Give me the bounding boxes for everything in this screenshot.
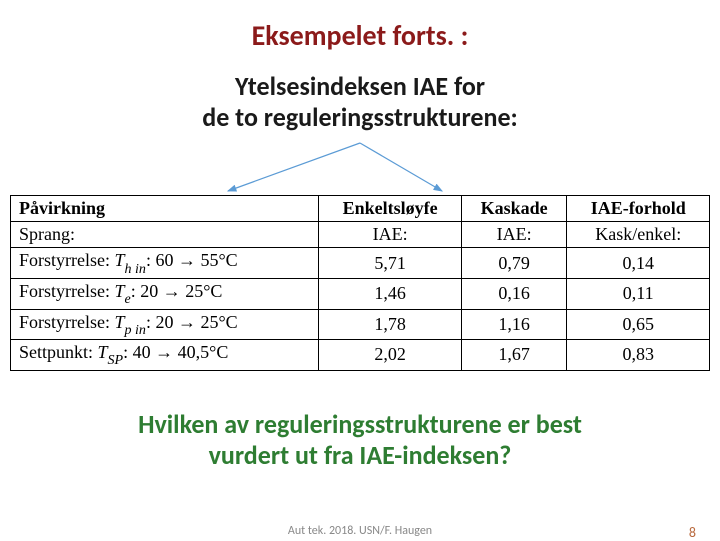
cell-kaskade: 1,67 [461,340,567,371]
arrows-diagram [110,139,610,195]
cell-pavirkning: Forstyrrelse: Tp in: 20 → 25°C [11,309,319,340]
cell-kaskade: 0,16 [461,278,567,309]
col-header-enkeltsloyfe: Enkeltsløyfe [319,196,462,222]
table-row: Forstyrrelse: Te: 20 → 25°C1,460,160,11 [11,278,710,309]
table-subheader-row: Sprang: IAE: IAE: Kask/enkel: [11,222,710,248]
cell-enkeltsloyfe: 1,46 [319,278,462,309]
cell-ratio: 0,65 [567,309,710,340]
table-row: Settpunkt: TSP: 40 → 40,5°C2,021,670,83 [11,340,710,371]
cell-ratio: 0,11 [567,278,710,309]
cell-enkeltsloyfe: 5,71 [319,248,462,279]
cell-pavirkning: Forstyrrelse: Te: 20 → 25°C [11,278,319,309]
arrow-right [360,143,442,191]
subheader-iae-1: IAE: [319,222,462,248]
cell-ratio: 0,14 [567,248,710,279]
subtitle-line-1: Ytelsesindeksen IAE for [235,70,485,102]
cell-pavirkning: Settpunkt: TSP: 40 → 40,5°C [11,340,319,371]
footer-text: Aut tek. 2018. USN/F. Haugen [288,524,432,538]
subheader-sprang: Sprang: [11,222,319,248]
table-row: Forstyrrelse: Th in: 60 → 55°C5,710,790,… [11,248,710,279]
cell-ratio: 0,83 [567,340,710,371]
cell-enkeltsloyfe: 1,78 [319,309,462,340]
page-number: 8 [689,524,696,541]
table-header-row: Påvirkning Enkeltsløyfe Kaskade IAE-forh… [11,196,710,222]
question-text: Hvilken av reguleringsstrukturene er bes… [138,409,582,471]
iae-table: Påvirkning Enkeltsløyfe Kaskade IAE-forh… [10,195,710,370]
col-header-iae-forhold: IAE-forhold [567,196,710,222]
col-header-kaskade: Kaskade [461,196,567,222]
table-body: Forstyrrelse: Th in: 60 → 55°C5,710,790,… [11,248,710,370]
question-line-2: vurdert ut fra IAE-indeksen? [209,439,512,471]
question-line-1: Hvilken av reguleringsstrukturene er bes… [138,408,582,440]
cell-enkeltsloyfe: 2,02 [319,340,462,371]
slide-title: Eksempelet forts. : [252,18,469,53]
cell-pavirkning: Forstyrrelse: Th in: 60 → 55°C [11,248,319,279]
arrows-svg [110,139,610,195]
subheader-kask-enkel: Kask/enkel: [567,222,710,248]
cell-kaskade: 0,79 [461,248,567,279]
cell-kaskade: 1,16 [461,309,567,340]
subtitle-line-2: de to reguleringsstrukturene: [202,101,517,133]
table-row: Forstyrrelse: Tp in: 20 → 25°C1,781,160,… [11,309,710,340]
col-header-pavirkning: Påvirkning [11,196,319,222]
arrow-left [228,143,360,191]
slide: Eksempelet forts. : Ytelsesindeksen IAE … [0,0,720,540]
subheader-iae-2: IAE: [461,222,567,248]
slide-subtitle: Ytelsesindeksen IAE for de to regulering… [202,71,517,133]
